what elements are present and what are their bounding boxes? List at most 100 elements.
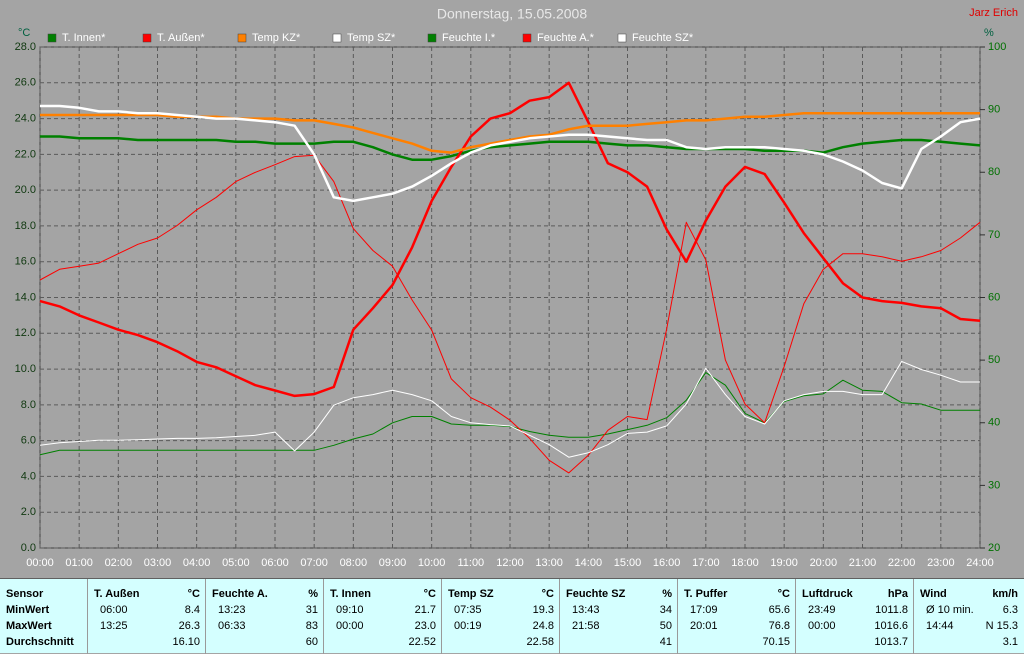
column-separator [87,579,88,654]
legend-label: T. Außen* [157,32,205,44]
cell-value: 60 [305,636,318,648]
x-tick-label: 06:00 [261,557,289,569]
series-line [39,154,981,474]
cell-value: 34 [659,604,672,616]
y-tick-label: 12.0 [15,327,36,339]
x-tick-label: 09:00 [379,557,407,569]
cell-value: 65.6 [768,604,790,616]
column-unit: °C [423,588,436,600]
cell-time: 06:00 [100,604,128,616]
y-tick-label: 18.0 [15,220,36,232]
legend-label: Temp SZ* [347,32,396,44]
column-separator [913,579,914,654]
cell-value: 76.8 [768,620,790,632]
column-name: Luftdruck [802,588,853,600]
legend-swatch [617,33,627,43]
cell-value: 8.4 [184,604,200,616]
column-unit: hPa [887,588,908,600]
x-tick-label: 17:00 [692,557,720,569]
cell-value: 22.52 [408,636,436,648]
y2-tick-label: 50 [988,354,1000,366]
y-tick-label: 2.0 [21,506,36,518]
cell-value: 6.3 [1002,604,1018,616]
series-line [39,360,980,458]
legend-swatch [142,33,152,43]
row-label: MinWert [6,604,50,616]
cell-value: 22.58 [526,636,554,648]
cell-value: 83 [305,620,318,632]
y-tick-label: 16.0 [15,256,36,268]
cell-value: 1013.7 [874,636,908,648]
y2-tick-label: 40 [988,417,1000,429]
author: Jarz Erich [969,7,1018,19]
y2-tick-label: 20 [988,542,1000,554]
x-tick-label: 00:00 [26,557,54,569]
cell-value: 41 [659,636,672,648]
x-tick-label: 03:00 [144,557,172,569]
column-unit: km/h [992,588,1018,600]
cell-time: 20:01 [690,620,718,632]
x-tick-label: 20:00 [810,557,838,569]
cell-time: Ø 10 min. [926,604,974,616]
y2-tick-label: 80 [988,166,1000,178]
cell-value: 23.0 [414,620,436,632]
column-unit: % [662,588,672,600]
cell-time: 14:44 [926,620,954,632]
y-tick-label: 8.0 [21,399,36,411]
cell-time: 13:25 [100,620,128,632]
legend-label: T. Innen* [62,32,106,44]
cell-value: 21.7 [414,604,436,616]
cell-value: 19.3 [532,604,554,616]
x-tick-label: 07:00 [300,557,328,569]
x-tick-label: 10:00 [418,557,446,569]
row-label: MaxWert [6,620,52,632]
y-tick-label: 4.0 [21,470,36,482]
series-line [39,81,981,398]
series-line [40,104,981,203]
column-name: T. Innen [330,588,371,600]
x-tick-label: 05:00 [222,557,250,569]
x-tick-label: 02:00 [105,557,133,569]
y2-tick-label: 30 [988,479,1000,491]
legend-label: Feuchte I.* [442,32,496,44]
y-tick-label: 28.0 [15,41,36,53]
x-tick-label: 19:00 [770,557,798,569]
x-tick-label: 08:00 [340,557,368,569]
series-line [40,135,981,161]
column-unit: °C [777,588,790,600]
x-tick-label: 01:00 [65,557,93,569]
cell-value: 70.15 [762,636,790,648]
column-separator [205,579,206,654]
table-header: Sensor [6,588,44,600]
column-separator [323,579,324,654]
y-tick-label: 26.0 [15,77,36,89]
y-tick-label: 14.0 [15,291,36,303]
cell-time: 23:49 [808,604,836,616]
y-tick-label: 0.0 [21,542,36,554]
cell-time: 06:33 [218,620,246,632]
legend-label: Feuchte SZ* [632,32,694,44]
y2-tick-label: 70 [988,229,1000,241]
cell-value: N 15.3 [985,620,1018,632]
legend-swatch [427,33,437,43]
x-tick-label: 13:00 [535,557,563,569]
cell-time: 17:09 [690,604,718,616]
legend-swatch [522,33,532,43]
chart: Donnerstag, 15.05.2008 Jarz Erich °C % 0… [15,6,1018,569]
y2-tick-label: 100 [988,41,1006,53]
column-name: T. Außen [94,588,140,600]
x-tick-label: 14:00 [575,557,603,569]
legend-swatch [332,33,342,43]
legend-label: Temp KZ* [252,32,301,44]
cell-value: 3.1 [1002,636,1018,648]
x-tick-label: 24:00 [966,557,994,569]
cell-value: 1011.8 [875,604,908,616]
x-tick-label: 18:00 [731,557,759,569]
column-separator [677,579,678,654]
column-name: Feuchte A. [212,588,268,600]
x-tick-label: 23:00 [927,557,955,569]
cell-value: 1016.6 [874,620,908,632]
column-name: T. Puffer [684,588,728,600]
cell-time: 00:00 [808,620,836,632]
